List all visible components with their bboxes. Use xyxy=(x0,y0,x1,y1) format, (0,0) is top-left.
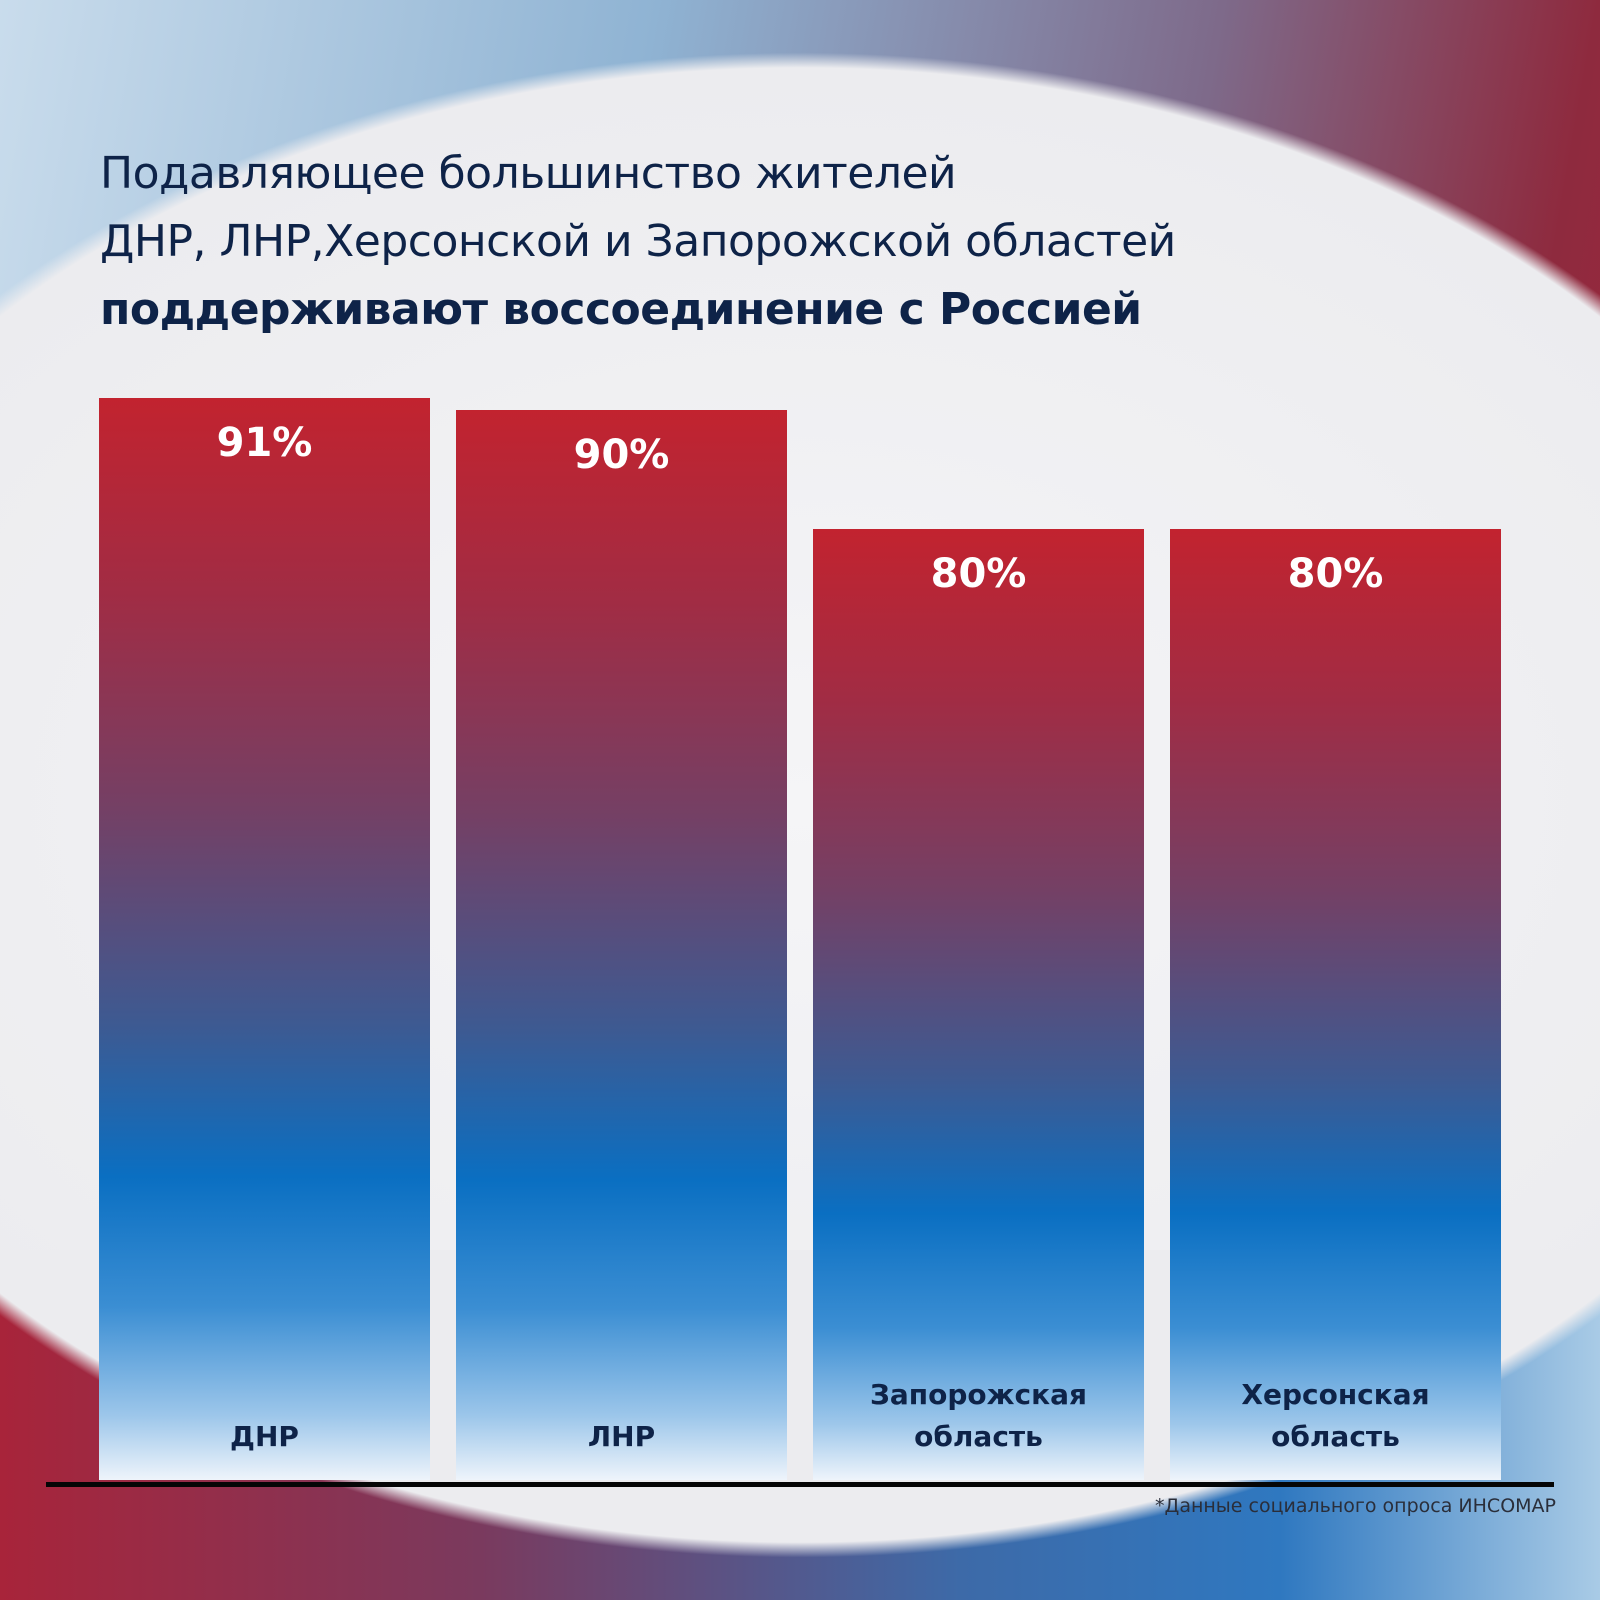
data-label: 80% xyxy=(1287,550,1384,597)
x-axis-line xyxy=(46,1482,1554,1487)
data-label: 90% xyxy=(573,431,670,478)
footnote: *Данные социального опроса ИНСОМАР xyxy=(1154,1495,1556,1517)
title-line-2: ДНР, ЛНР,Херсонской и Запорожской област… xyxy=(100,216,1176,267)
bar-0: 91% ДНР xyxy=(99,398,430,1480)
category-label: ЛНР xyxy=(587,1420,656,1453)
title-line-3: поддерживают воссоединение с Россией xyxy=(100,284,1142,335)
bar-1: 90% ЛНР xyxy=(456,409,787,1480)
category-label: Херсонская область xyxy=(1241,1378,1430,1453)
title-line-1: Подавляющее большинство жителей xyxy=(100,148,957,199)
chart-title: Подавляющее большинство жителей ДНР, ЛНР… xyxy=(100,140,1500,344)
bar-2: 80% Запорожская область xyxy=(813,528,1144,1480)
category-label: ДНР xyxy=(230,1420,299,1453)
bar-3: 80% Херсонская область xyxy=(1170,528,1501,1480)
data-label: 91% xyxy=(216,420,313,467)
data-label: 80% xyxy=(930,550,1027,597)
category-label: Запорожская область xyxy=(870,1378,1087,1453)
